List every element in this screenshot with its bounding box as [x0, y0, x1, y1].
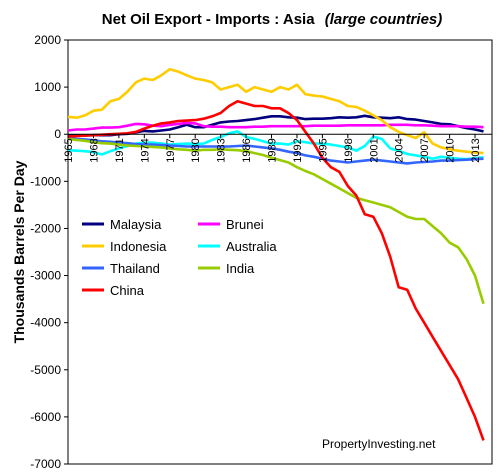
x-tick-label: 1992 — [292, 138, 304, 162]
legend-label-indonesia: Indonesia — [110, 239, 167, 254]
y-axis-label: Thousands Barrels Per Day — [11, 160, 27, 343]
plot-frame — [67, 39, 493, 465]
series-line-brunei — [67, 121, 484, 132]
series-line-thailand — [67, 136, 484, 165]
legend-label-malaysia: Malaysia — [110, 217, 162, 232]
chart-subtitle: (large countries) — [325, 11, 443, 28]
x-tick-label: 2010 — [445, 138, 457, 162]
x-tick-label: 1983 — [216, 138, 228, 162]
series-lines — [67, 67, 485, 441]
legend: Malaysia Brunei Indonesia Australia Thailand… — [82, 217, 277, 298]
legend-label-australia: Australia — [226, 239, 277, 254]
y-tick-label: -5000 — [30, 363, 61, 377]
plot-area — [67, 39, 493, 465]
series-line-china — [67, 99, 485, 441]
x-tick-label: 1995 — [317, 138, 329, 162]
y-tick-label: -7000 — [30, 457, 61, 471]
legend-label-china: China — [110, 283, 145, 298]
y-tick-label: -4000 — [30, 316, 61, 330]
chart-title-main: Net Oil Export - Imports : Asia — [102, 11, 315, 28]
x-tick-label: 2007 — [419, 138, 431, 162]
x-tick-label: 1986 — [241, 138, 253, 162]
legend-label-brunei: Brunei — [226, 217, 264, 232]
y-tick-label: 0 — [54, 127, 61, 141]
series-line-indonesia — [67, 67, 484, 155]
x-tick-label: 1989 — [267, 138, 279, 162]
y-tick-label: 2000 — [34, 33, 61, 47]
annotation-text: PropertyInvesting.net — [322, 437, 436, 451]
x-tick-label: 1971 — [114, 138, 126, 162]
x-tick-label: 2013 — [470, 138, 482, 162]
y-tick-label: -6000 — [30, 410, 61, 424]
y-tick-label: -1000 — [30, 174, 61, 188]
x-tick-label: 1965 — [63, 138, 75, 162]
x-tick-label: 1974 — [139, 138, 151, 162]
x-tick-label: 1998 — [343, 138, 355, 162]
x-tick-label: 1977 — [165, 138, 177, 162]
y-tick-label: -3000 — [30, 269, 61, 283]
x-tick-label: 1980 — [190, 138, 202, 162]
y-tick-label: 1000 — [34, 80, 61, 94]
x-tick-label: 2001 — [368, 138, 380, 162]
y-tick-label: -2000 — [30, 221, 61, 235]
legend-label-india: India — [226, 261, 255, 276]
series-line-india — [67, 137, 485, 305]
x-tick-label: 1968 — [88, 138, 100, 162]
legend-label-thailand: Thailand — [110, 261, 160, 276]
axes: 2000 1000 0 -1000 -2000 -3000 -4000 -5000 -6000 -… — [30, 33, 492, 471]
chart-title: Net Oil Export - Imports : Asia (large c… — [102, 11, 443, 28]
x-tick-label: 2004 — [394, 138, 406, 162]
